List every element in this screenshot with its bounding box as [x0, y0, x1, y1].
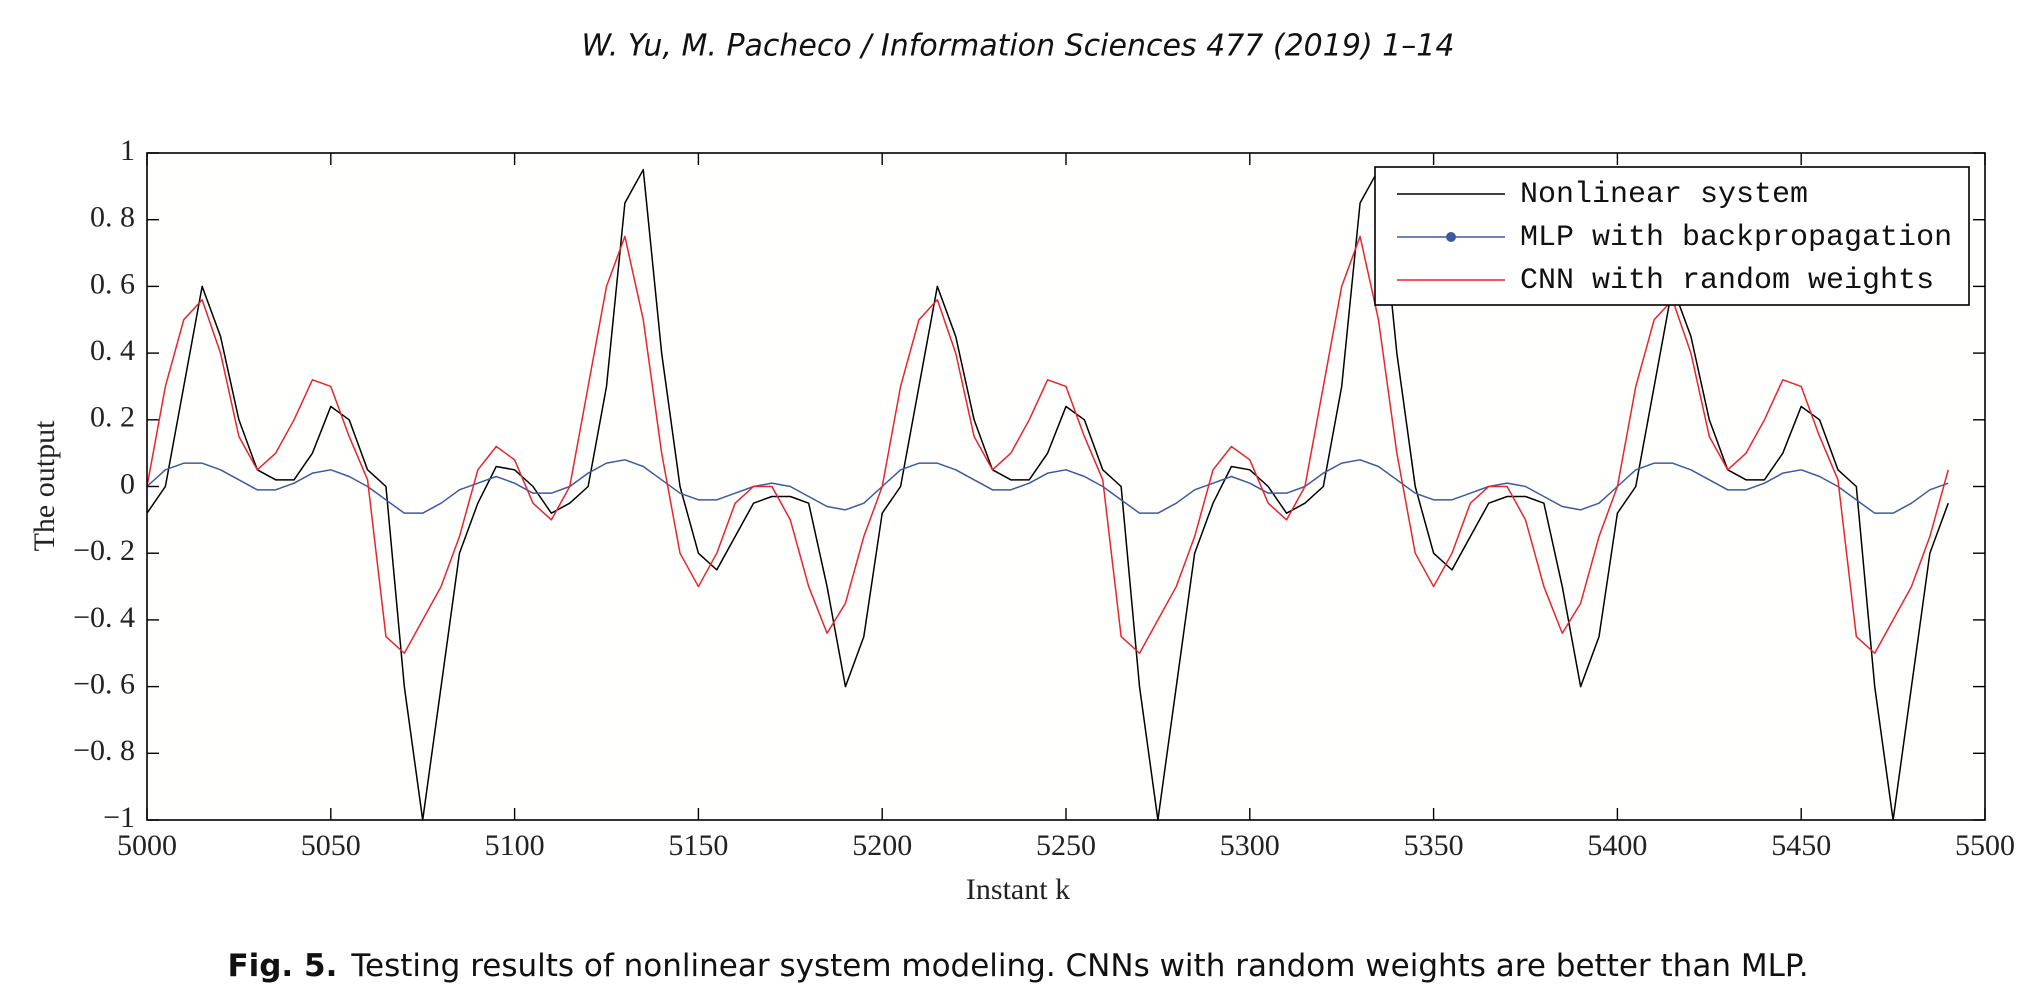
y-axis-label: The output [28, 420, 61, 551]
legend-label: CNN with random weights [1520, 264, 1934, 298]
x-tick-label: 5250 [1036, 829, 1096, 862]
axes-box [146, 152, 1986, 821]
x-tick-label: 5100 [485, 829, 545, 862]
x-tick-label: 5150 [668, 829, 728, 862]
legend-box [1374, 166, 1970, 306]
y-tick-label: 0. 6 [90, 267, 135, 300]
y-tick-label: 0. 4 [90, 334, 135, 367]
x-tick-label: 5500 [1955, 829, 2015, 862]
y-tick-label: 0. 8 [90, 201, 135, 234]
caption-label: Fig. 5. [227, 948, 337, 984]
series-line [146, 459, 1949, 514]
legend-marker [1446, 232, 1456, 242]
series-line [146, 168, 1949, 821]
y-tick-label: 1 [120, 134, 135, 167]
y-tick-label: −1 [103, 801, 135, 834]
x-tick-label: 5050 [301, 829, 361, 862]
x-axis-label: Instant k [966, 873, 1070, 906]
x-tick-label: 5300 [1220, 829, 1280, 862]
caption-text: Testing results of nonlinear system mode… [350, 948, 1808, 984]
plot [146, 152, 1986, 821]
x-tick-label: 5400 [1587, 829, 1647, 862]
legend-label: Nonlinear system [1520, 178, 1808, 212]
y-tick-label: 0. 2 [90, 401, 135, 434]
running-header: W. Yu, M. Pacheco / Information Sciences… [582, 29, 1455, 64]
y-tick-label: −0. 6 [73, 667, 135, 700]
legend: Nonlinear system MLP with backpropagation… [1374, 166, 1970, 306]
x-tick-label: 5350 [1404, 829, 1464, 862]
x-tick-label: 5200 [852, 829, 912, 862]
y-tick-label: −0. 4 [73, 601, 135, 634]
series-line [146, 235, 1949, 654]
y-tick-label: 0 [120, 467, 135, 500]
figure-caption: Fig. 5. Testing results of nonlinear syst… [227, 948, 1808, 984]
y-tick-label: −0. 8 [73, 734, 135, 767]
x-tick-label: 5000 [117, 829, 177, 862]
legend-label: MLP with backpropagation [1520, 221, 1952, 255]
y-tick-label: −0. 2 [73, 534, 135, 567]
x-tick-label: 5450 [1771, 829, 1831, 862]
